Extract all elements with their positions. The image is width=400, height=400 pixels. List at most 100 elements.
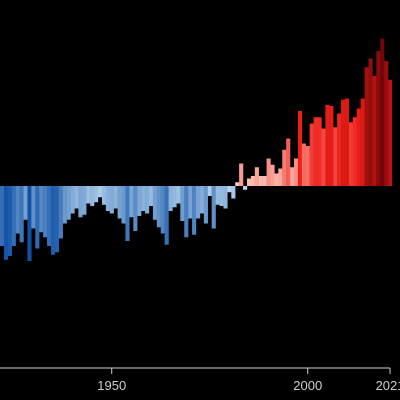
bar-1931 — [35, 186, 40, 249]
bar-1951 — [113, 186, 118, 209]
bar-1977 — [215, 186, 220, 205]
bar-1961 — [152, 186, 157, 220]
bar-1989 — [262, 176, 267, 186]
bar-1999 — [301, 143, 306, 186]
bar-1957 — [137, 186, 142, 216]
bar-group — [0, 38, 393, 261]
bar-2005 — [325, 104, 330, 186]
bar-1960 — [148, 186, 154, 206]
bar-1939 — [66, 186, 71, 220]
bar-1978 — [219, 186, 224, 206]
bar-1975 — [207, 186, 212, 196]
bar-1933 — [43, 186, 48, 238]
bar-2014 — [360, 98, 365, 186]
bar-1979 — [223, 186, 228, 209]
bar-1923 — [3, 186, 9, 260]
bar-2010 — [344, 98, 350, 186]
bar-1935 — [50, 186, 56, 255]
bar-1976 — [211, 186, 216, 229]
bar-1924 — [7, 186, 12, 256]
x-tick-label-2021: 2021 — [376, 378, 400, 393]
bar-1980 — [227, 186, 232, 193]
bar-1928 — [23, 186, 28, 220]
bar-1929 — [27, 186, 32, 261]
bar-2009 — [341, 99, 346, 186]
bar-2007 — [333, 127, 338, 186]
bar-1990 — [266, 158, 271, 186]
bar-1955 — [129, 186, 134, 218]
bar-1965 — [168, 186, 173, 211]
bar-2000 — [305, 146, 310, 186]
bar-1942 — [78, 186, 83, 218]
bar-1938 — [62, 186, 67, 224]
bar-2019 — [380, 38, 385, 186]
bar-2012 — [352, 117, 357, 186]
x-tick-label-2000: 2000 — [293, 378, 322, 393]
bar-2013 — [356, 108, 361, 186]
bar-1972 — [196, 186, 201, 219]
bar-1930 — [31, 186, 36, 229]
x-tick-label-1950: 1950 — [97, 378, 126, 393]
bar-1991 — [270, 164, 275, 186]
bar-1926 — [15, 186, 20, 234]
bar-1970 — [188, 186, 193, 219]
bar-1974 — [203, 186, 208, 224]
bar-1945 — [90, 186, 95, 206]
bar-1937 — [58, 186, 63, 239]
bar-1927 — [19, 186, 24, 243]
bar-1943 — [82, 186, 87, 215]
bar-1998 — [297, 111, 303, 186]
bar-1932 — [39, 186, 44, 233]
bar-1997 — [294, 158, 299, 186]
bar-2004 — [321, 128, 326, 186]
bar-1947 — [98, 186, 103, 198]
bar-2020 — [384, 61, 389, 186]
bar-2016 — [368, 58, 373, 186]
bar-1963 — [160, 186, 165, 234]
bar-1922 — [0, 186, 5, 246]
bar-1958 — [141, 186, 146, 211]
bar-1940 — [70, 186, 75, 214]
bar-1948 — [101, 186, 107, 205]
bar-1956 — [133, 186, 138, 231]
bar-1981 — [231, 186, 236, 199]
bar-1971 — [192, 186, 197, 235]
bar-1996 — [290, 167, 295, 186]
bar-1967 — [176, 186, 181, 204]
bar-1936 — [54, 186, 59, 253]
bar-2001 — [309, 123, 314, 186]
bar-1949 — [105, 186, 110, 211]
bar-1946 — [94, 186, 99, 203]
bar-1954 — [125, 186, 130, 241]
bar-1953 — [121, 186, 126, 224]
bar-1968 — [180, 186, 185, 221]
bar-1966 — [172, 186, 177, 208]
bar-2008 — [337, 113, 342, 186]
bar-1984 — [243, 186, 248, 190]
bar-1983 — [239, 163, 244, 186]
bar-1995 — [286, 138, 291, 186]
bar-1986 — [250, 176, 255, 186]
bar-1992 — [274, 173, 279, 186]
bar-2002 — [313, 117, 318, 186]
bar-1925 — [11, 186, 16, 246]
bar-1962 — [156, 186, 161, 228]
bar-1993 — [278, 168, 283, 186]
bar-1969 — [184, 186, 189, 238]
bar-1982 — [235, 182, 240, 186]
bar-1988 — [258, 176, 263, 186]
bar-1944 — [86, 186, 91, 204]
bar-1934 — [47, 186, 52, 246]
bar-1941 — [74, 186, 79, 209]
bar-2018 — [376, 51, 381, 186]
x-axis-ticks: 1950 2000 2021 — [97, 368, 400, 393]
bar-1985 — [246, 178, 252, 186]
bar-1964 — [164, 186, 169, 245]
bar-1950 — [109, 186, 114, 214]
bar-2017 — [372, 76, 377, 186]
bar-1994 — [282, 149, 287, 186]
bar-2021 — [388, 79, 393, 186]
bar-2011 — [348, 122, 353, 186]
bar-1952 — [117, 186, 122, 219]
